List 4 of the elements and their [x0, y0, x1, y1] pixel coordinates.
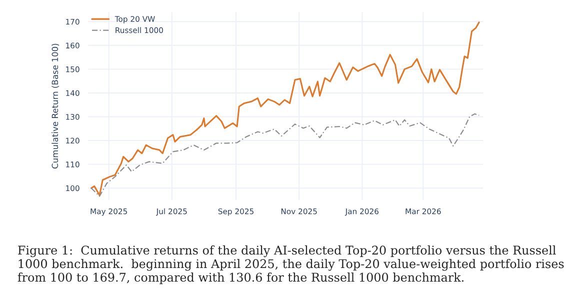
line-series — [90, 22, 480, 196]
y-axis-title: Cumulative Return (Base 100) — [52, 44, 60, 169]
line-series — [90, 113, 480, 197]
caption: Figure 1: Cumulative returns of the daily AI-selected Top-20 portfolio versus the Russell 1000 benchmark. beginning in April 2025, the daily Top-20 value-weighted portfolio rises from 100 to 169.7, compared with 130.6 for the Russell 1000 benchmark. — [18, 245, 564, 284]
